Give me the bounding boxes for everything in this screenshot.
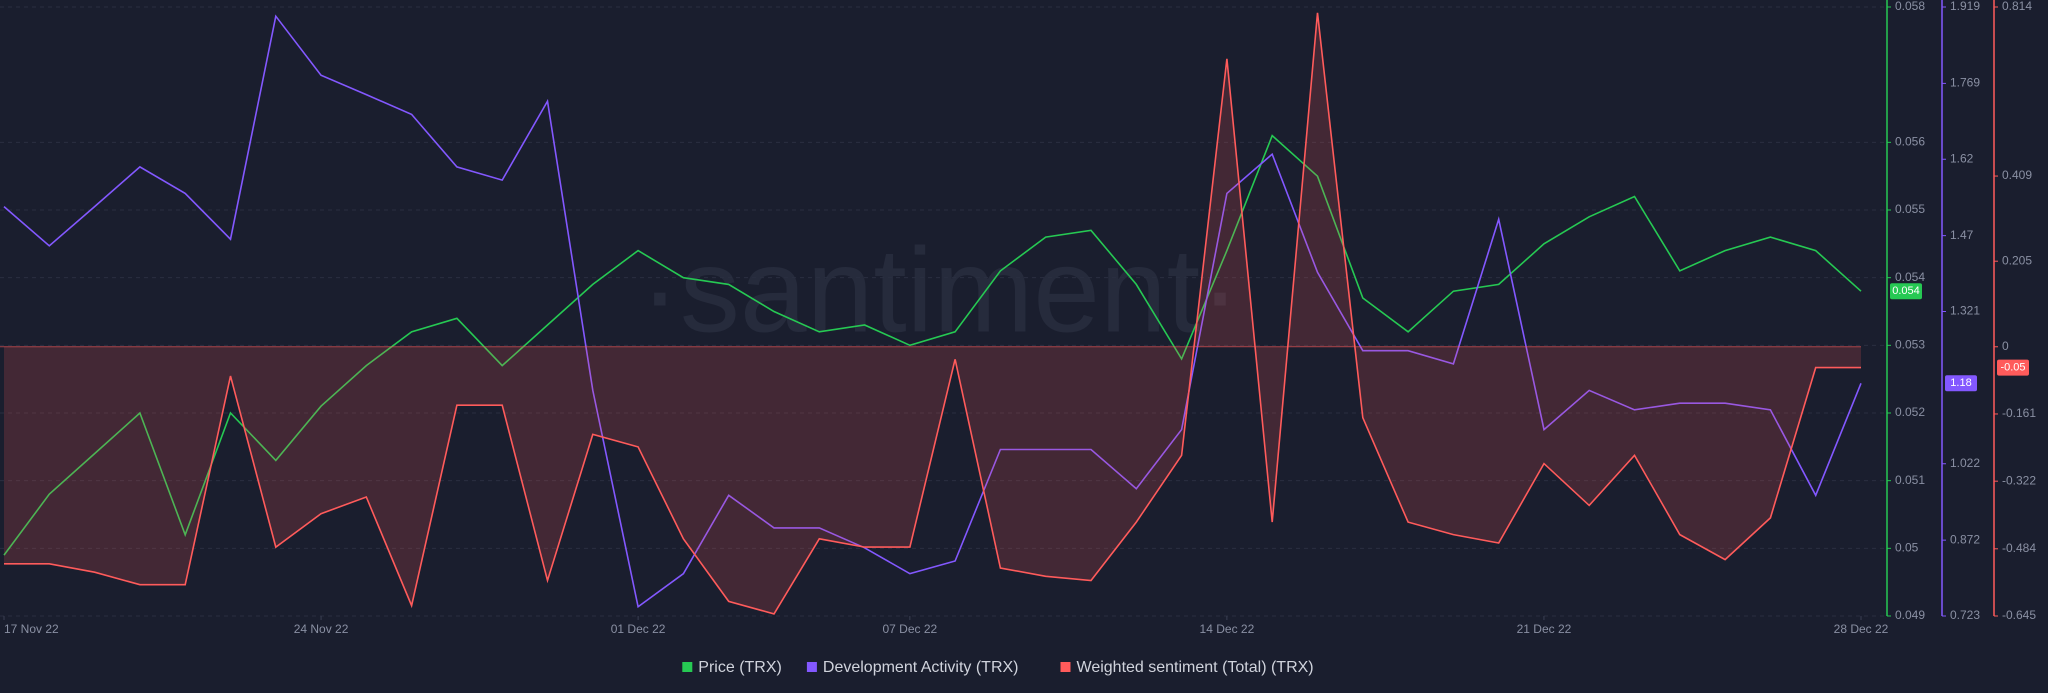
series-line (3, 14, 1862, 609)
last-value-label: 1.18 (1950, 377, 1971, 389)
y-tick-label: 0.051 (1895, 473, 1925, 487)
y-tick-label: 0.049 (1895, 608, 1925, 622)
y-tick-label: 0 (2002, 339, 2009, 353)
y-tick-label: 1.022 (1950, 456, 1980, 470)
x-tick-label: 17 Nov 22 (4, 622, 59, 636)
series-line (4, 12, 1861, 615)
y-tick-label: 0.056 (1895, 135, 1925, 149)
y-tick-label: 1.321 (1950, 304, 1980, 318)
y-tick-label: 0.205 (2002, 253, 2032, 267)
y-tick-label: 0.054 (1895, 270, 1925, 284)
legend: Price (TRX) Development Activity (TRX) Wei… (682, 659, 1314, 676)
last-value-badge (1997, 359, 2029, 376)
x-tick-label: 01 Dec 22 (611, 622, 666, 636)
y-tick-label: 0.053 (1895, 338, 1925, 352)
last-value-label: 0.054 (1892, 285, 1920, 297)
y-tick-label: -0.484 (2002, 541, 2036, 555)
y-tick-label: 0.055 (1895, 202, 1925, 216)
y-tick-label: 0.052 (1895, 405, 1925, 419)
x-tick-label: 21 Dec 22 (1517, 622, 1572, 636)
y-tick-label: 0.723 (1950, 608, 1980, 622)
y-tick-label: 1.62 (1950, 151, 1974, 165)
x-tick-label: 14 Dec 22 (1200, 622, 1255, 636)
watermark: ·santiment· (640, 224, 1240, 358)
x-tick-label: 24 Nov 22 (294, 622, 349, 636)
legend-swatch (1060, 662, 1071, 672)
last-value-badge (1890, 283, 1922, 300)
legend-swatch (682, 662, 693, 672)
legend-label: Weighted sentiment (Total) (TRX) (1077, 659, 1314, 676)
x-tick-label: 07 Dec 22 (883, 622, 938, 636)
y-tick-label: 0.058 (1895, 0, 1925, 13)
y-tick-label: 1.47 (1950, 228, 1974, 242)
legend-label: Development Activity (TRX) (823, 659, 1019, 676)
y-tick-label: 0.872 (1950, 532, 1980, 546)
legend-swatch (806, 662, 817, 672)
y-tick-label: 0.409 (2002, 168, 2032, 182)
y-tick-label: -0.161 (2002, 406, 2036, 420)
y-tick-label: 0.814 (2002, 0, 2032, 13)
y-tick-label: 0.05 (1895, 541, 1919, 555)
sentiment-area (4, 12, 1861, 614)
series-line (3, 134, 1862, 556)
last-value-label: -0.05 (2000, 362, 2025, 374)
last-value-badge (1945, 375, 1977, 392)
y-tick-label: -0.645 (2002, 608, 2036, 622)
legend-label: Price (TRX) (698, 659, 782, 676)
y-tick-label: -0.322 (2002, 473, 2036, 487)
y-tick-label: 1.769 (1950, 76, 1980, 90)
x-tick-label: 28 Dec 22 (1834, 622, 1889, 636)
y-tick-label: 1.919 (1950, 0, 1980, 13)
